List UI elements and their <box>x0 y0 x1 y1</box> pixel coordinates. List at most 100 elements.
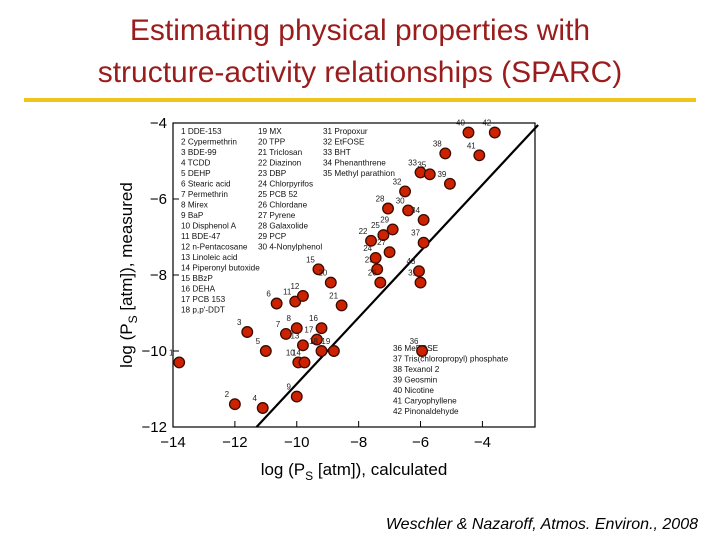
data-point <box>298 356 311 369</box>
point-label: 21 <box>329 291 338 300</box>
legend-entry: 41 Caryophyllene <box>393 397 457 406</box>
legend-entry: 25 PCB 52 <box>258 190 298 199</box>
data-point <box>315 322 328 335</box>
point-label: 41 <box>467 141 476 150</box>
data-point <box>399 185 412 198</box>
legend-entry: 33 BHT <box>323 148 351 157</box>
point-label: 8 <box>287 314 292 323</box>
point-label: 15 <box>306 255 315 264</box>
point-label: 14 <box>292 348 301 357</box>
x-tick-label: −10 <box>284 434 309 451</box>
data-point <box>417 236 430 249</box>
point-label: 20 <box>318 269 327 278</box>
data-point <box>228 398 241 411</box>
point-label: 25 <box>371 221 380 230</box>
y-tick-label: −6 <box>150 191 167 208</box>
point-label: 29 <box>380 215 389 224</box>
point-label: 22 <box>359 227 368 236</box>
legend-entry: 19 MX <box>258 127 282 136</box>
legend-entry: 35 Methyl parathion <box>323 169 395 178</box>
point-label: 32 <box>393 177 402 186</box>
one-to-one-line <box>255 124 539 428</box>
legend-entry: 5 DEHP <box>181 169 211 178</box>
legend-entry: 26 Chlordane <box>258 201 308 210</box>
data-point <box>416 345 429 357</box>
data-point <box>256 402 269 414</box>
point-label: 18 <box>309 337 318 346</box>
legend-entry: 9 BaP <box>181 211 204 220</box>
legend-entry: 20 TPP <box>258 138 286 147</box>
point-label: 4 <box>252 394 257 403</box>
point-label: 2 <box>225 390 230 399</box>
point-label: 24 <box>363 244 372 253</box>
data-point <box>279 327 292 340</box>
data-point <box>327 345 340 357</box>
legend-entry: 13 Linoleic acid <box>181 253 238 262</box>
legend-entry: 1 DDE-153 <box>181 127 222 136</box>
data-point <box>439 147 452 160</box>
title-line-1: Estimating physical properties with <box>129 14 591 47</box>
point-label: 9 <box>287 383 292 392</box>
point-label: 11 <box>283 288 292 297</box>
point-label: 1 <box>169 348 174 357</box>
x-tick-label: −14 <box>160 434 185 451</box>
data-point <box>423 168 436 181</box>
x-tick-label: −6 <box>412 434 429 451</box>
legend-entry: 14 Piperonyl butoxide <box>181 264 260 273</box>
point-label: 17 <box>304 326 313 335</box>
point-label: 36 <box>410 337 419 346</box>
point-label: 5 <box>256 337 261 346</box>
point-label: 38 <box>433 139 442 148</box>
data-point <box>382 202 394 215</box>
data-point <box>386 223 399 236</box>
legend-entry: 27 Pyrene <box>258 211 296 220</box>
point-label: 43 <box>407 257 416 266</box>
legend-entry: 22 Diazinon <box>258 159 302 168</box>
legend-entry: 7 Permethrin <box>181 190 228 199</box>
title-divider <box>24 98 696 102</box>
point-label: 27 <box>377 238 386 247</box>
legend-entry: 4 TCDD <box>181 159 211 168</box>
legend-entry: 30 4-Nonylphenol <box>258 243 322 252</box>
x-axis-label: log (PS [atm]), calculated <box>261 460 448 483</box>
y-tick-label: −8 <box>150 267 167 284</box>
point-label: 19 <box>321 337 330 346</box>
legend-entry: 16 DEHA <box>181 285 216 294</box>
point-label: 31 <box>408 269 417 278</box>
data-point <box>290 322 303 335</box>
data-point <box>335 299 348 312</box>
point-label: 13 <box>290 331 299 340</box>
legend-entry: 37 Tris(chloropropyl) phosphate <box>393 355 509 364</box>
data-point <box>371 263 384 276</box>
data-point <box>414 276 427 289</box>
data-point <box>270 297 283 310</box>
legend-entry: 23 DBP <box>258 169 287 178</box>
point-label: 26 <box>368 269 377 278</box>
data-point <box>365 234 377 247</box>
legend-entry: 31 Propoxur <box>323 127 368 136</box>
data-point <box>402 204 415 217</box>
legend-entry: 39 Geosmin <box>393 376 438 385</box>
point-label: 23 <box>365 255 374 264</box>
point-label: 37 <box>411 229 420 238</box>
x-tick-label: −4 <box>474 434 491 451</box>
point-label: 16 <box>309 314 318 323</box>
legend-entry: 36 MeFOSE <box>393 344 439 353</box>
data-point <box>443 177 456 190</box>
data-point <box>173 356 186 369</box>
data-point <box>417 213 430 226</box>
data-point <box>377 229 390 242</box>
legend-entry: 32 EtFOSE <box>323 138 365 147</box>
y-tick-label: −12 <box>142 419 167 436</box>
data-point <box>296 289 309 302</box>
x-tick-label: −12 <box>222 434 247 451</box>
data-point <box>324 276 337 289</box>
legend-entry: 21 Triclosan <box>258 148 303 157</box>
data-point <box>296 339 309 352</box>
legend-entry: 3 BDE-99 <box>181 148 217 157</box>
legend-entry: 28 Galaxolide <box>258 222 309 231</box>
point-label: 10 <box>286 348 295 357</box>
legend-entry: 18 p,p'-DDT <box>181 306 225 315</box>
legend-entry: 17 PCB 153 <box>181 295 226 304</box>
